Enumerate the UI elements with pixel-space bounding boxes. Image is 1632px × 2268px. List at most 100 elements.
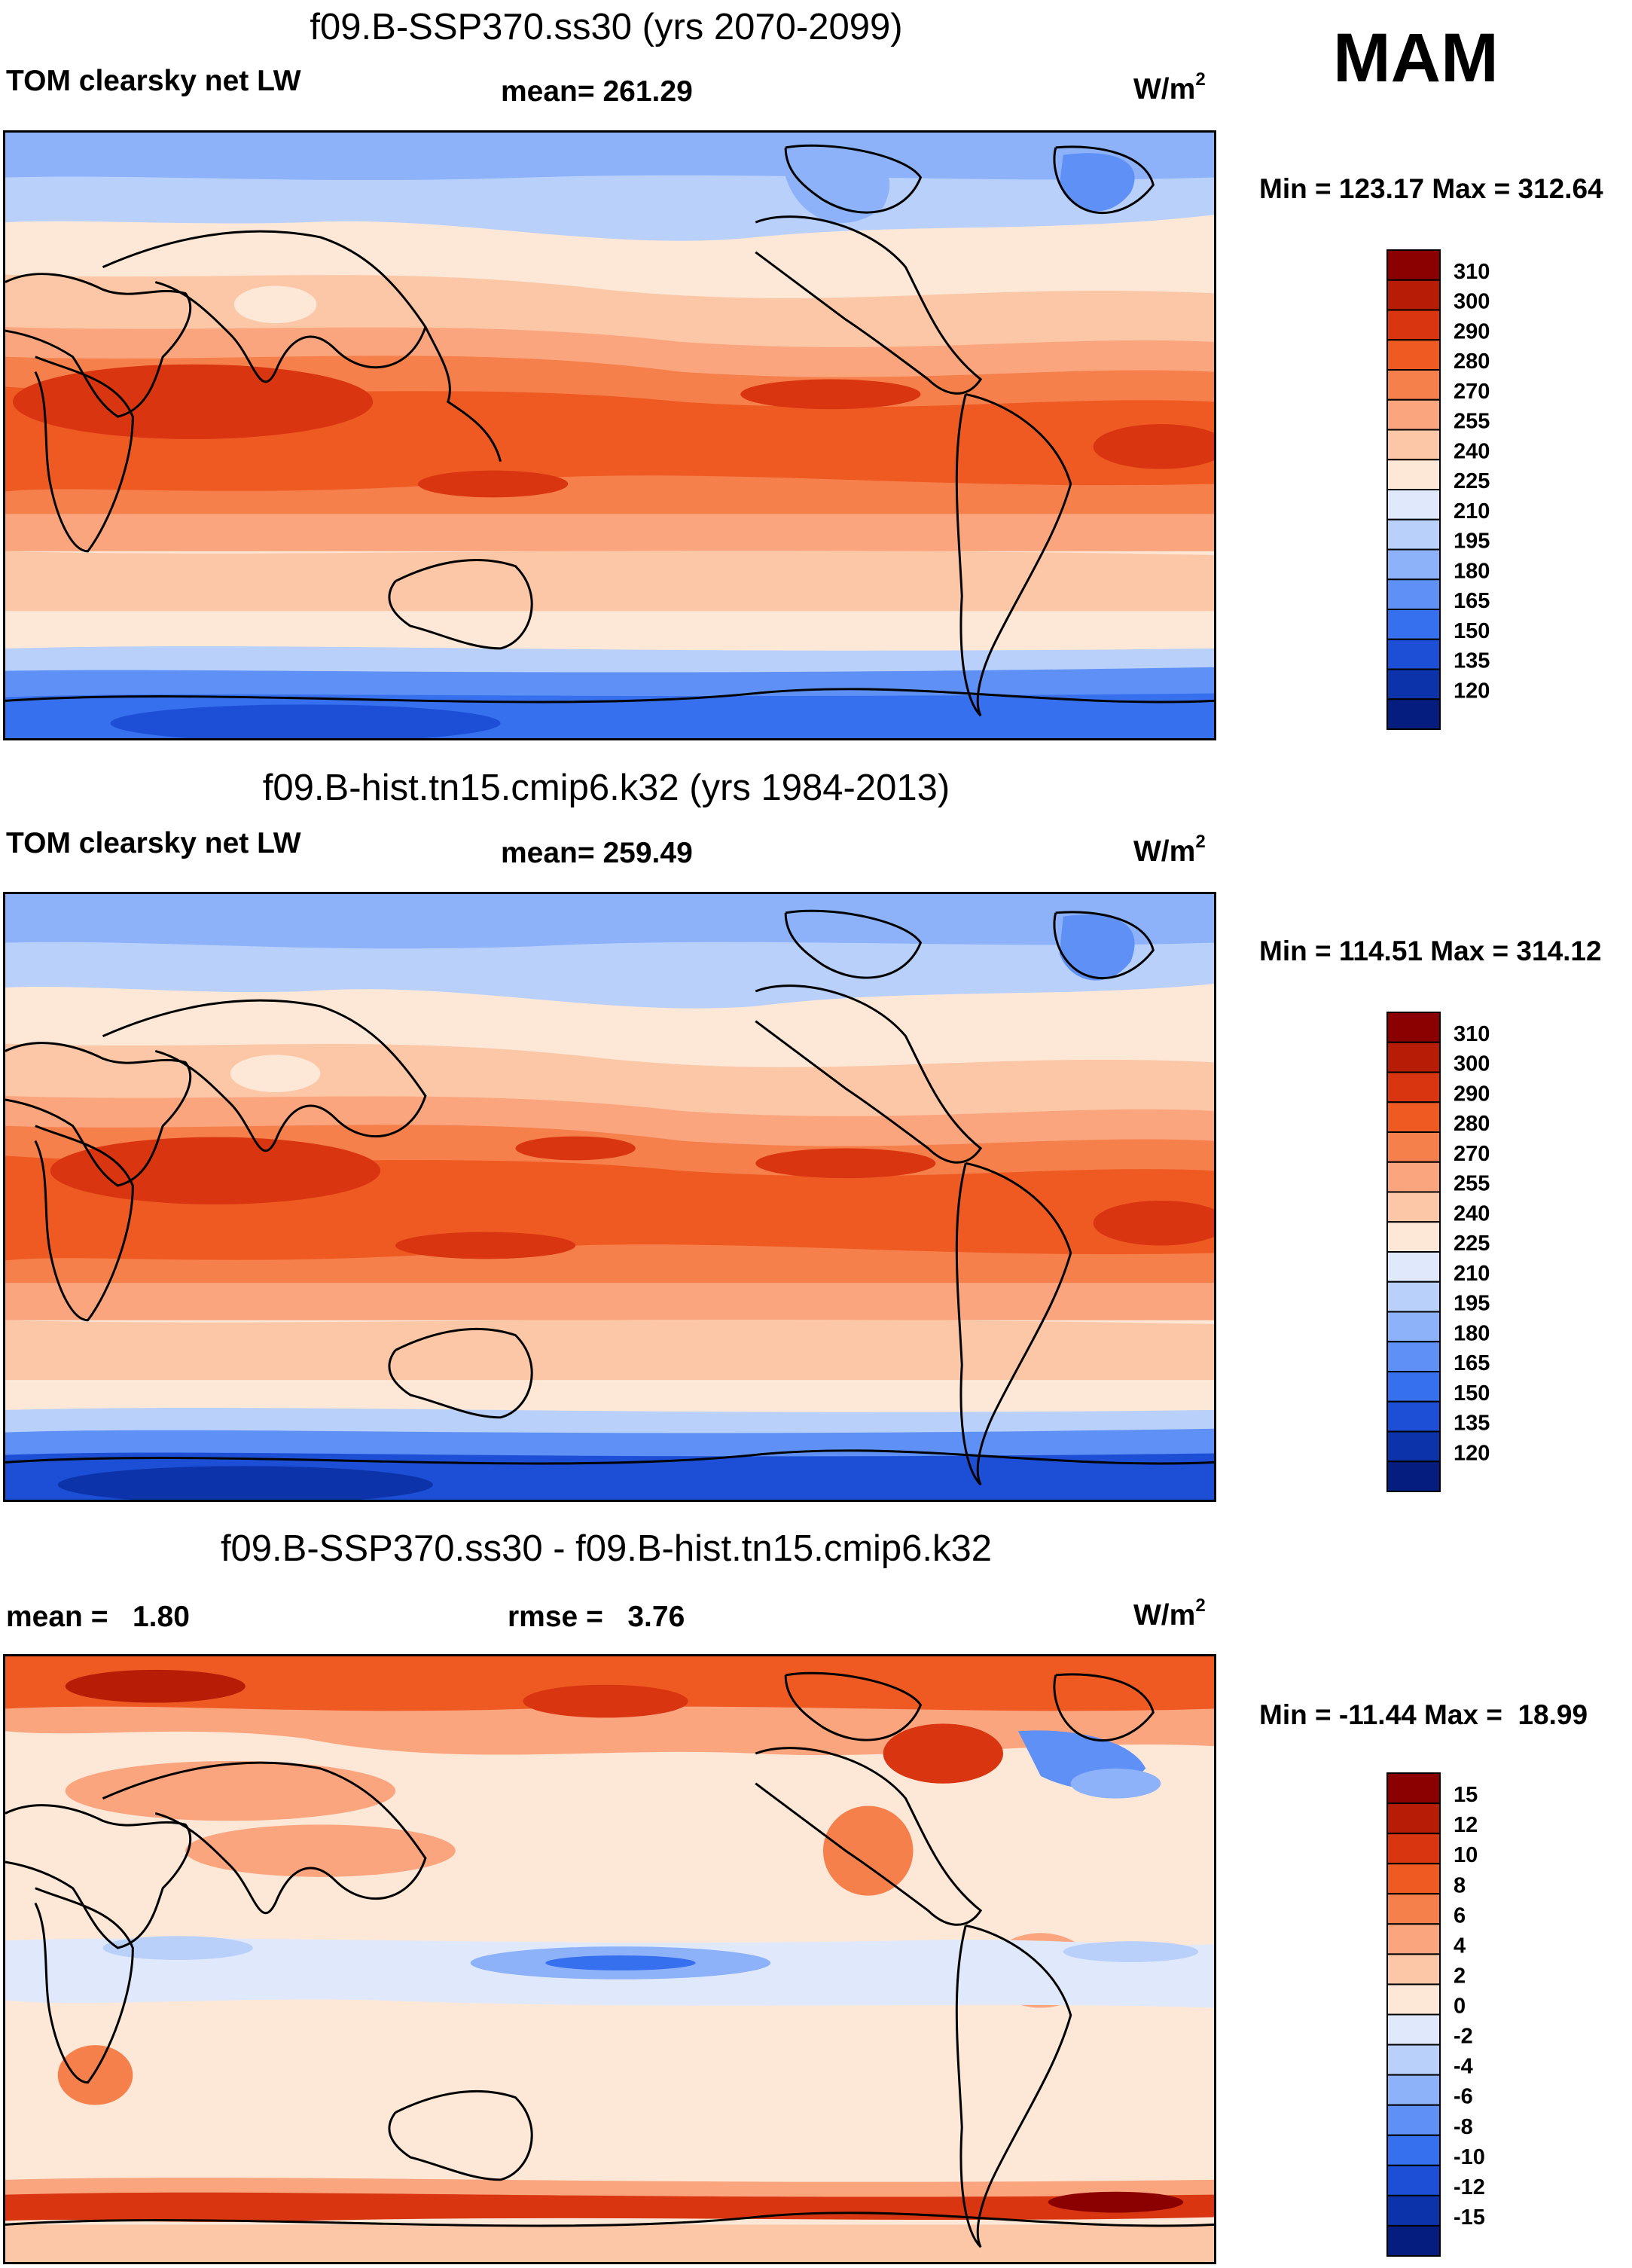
panel-2-colorbar: 310 300 290 280 270 255 240 225 210 195 180 165 150 1… [1386,1011,1521,1493]
colorbar-tick-label: 210 [1454,1262,1490,1286]
colorbar-tick-label: 195 [1454,530,1490,554]
colorbar-tick-label: 2 [1454,1964,1466,1988]
colorbar-tick-label: 225 [1454,469,1490,493]
colorbar-swatch [1387,400,1440,430]
colorbar-swatch [1387,639,1440,670]
colorbar-tick-label: 4 [1454,1934,1466,1958]
colorbar-swatch [1387,520,1440,550]
colorbar-tick-label: -12 [1454,2175,1485,2199]
panel-2-variable-label: TOM clearsky net LW [6,827,301,860]
colorbar-swatch [1387,1924,1440,1954]
colorbar-swatch [1387,1042,1440,1073]
colorbar-tick-label: 120 [1454,1441,1490,1465]
colorbar-tick-label: -6 [1454,2085,1473,2109]
colorbar-tick-label: 180 [1454,559,1490,583]
colorbar-tick-label: 280 [1454,350,1490,374]
colorbar-swatch [1387,1222,1440,1252]
colorbar-tick-label: 255 [1454,1172,1490,1196]
colorbar-swatch [1387,1312,1440,1342]
colorbar-tick-label: 280 [1454,1112,1490,1136]
panel-2-title: f09.B-hist.tn15.cmip6.k32 (yrs 1984-2013… [0,767,1213,809]
colorbar-tick-label: 270 [1454,380,1490,404]
panel-2-minmax: Min = 114.51 Max = 314.12 [1259,936,1602,967]
colorbar-swatch [1387,1102,1440,1132]
colorbar-swatch [1387,490,1440,520]
colorbar-swatch [1387,579,1440,609]
colorbar-tick-label: -4 [1454,2055,1473,2079]
colorbar-swatch [1387,310,1440,340]
colorbar-tick-label: 6 [1454,1903,1466,1928]
panel-1-map [3,130,1216,740]
colorbar-tick-label: 150 [1454,1381,1490,1406]
colorbar-swatch [1387,1342,1440,1372]
colorbar-swatch [1387,1954,1440,1984]
colorbar-swatch [1387,1432,1440,1462]
panel-3-rmse-label: rmse = 3.76 [508,1601,685,1634]
colorbar-swatch [1387,550,1440,580]
colorbar-swatch [1387,1803,1440,1833]
panel-1-minmax: Min = 123.17 Max = 312.64 [1259,173,1603,205]
colorbar-swatch [1387,2166,1440,2196]
panel-3-mean-label: mean = 1.80 [6,1601,190,1634]
colorbar-swatch [1387,699,1440,729]
colorbar-tick-label: 300 [1454,290,1490,314]
colorbar-tick-label: 0 [1454,1995,1466,2019]
panel-1-variable-label: TOM clearsky net LW [6,65,301,98]
colorbar-tick-label: 15 [1454,1783,1478,1807]
panel-2-map [3,892,1216,1502]
colorbar-swatch [1387,2196,1440,2226]
colorbar-tick-label: 165 [1454,1351,1490,1375]
colorbar-swatch [1387,609,1440,639]
colorbar-swatch [1387,1252,1440,1282]
colorbar-tick-label: 8 [1454,1873,1466,1897]
colorbar-swatch [1387,280,1440,310]
colorbar-tick-label: 300 [1454,1052,1490,1076]
colorbar-swatch [1387,370,1440,400]
panel-2-mean-label: mean= 259.49 [501,837,693,870]
colorbar-tick-label: 210 [1454,499,1490,524]
colorbar-tick-label: 255 [1454,410,1490,434]
colorbar-swatch [1387,1984,1440,2014]
colorbar-swatch [1387,1461,1440,1491]
colorbar-tick-label: 165 [1454,589,1490,613]
panel-3-minmax: Min = -11.44 Max = 18.99 [1259,1699,1588,1731]
colorbar-swatch [1387,250,1440,280]
panel-3-map [3,1654,1216,2264]
colorbar-tick-label: 135 [1454,1412,1490,1436]
colorbar-swatch [1387,1012,1440,1042]
colorbar-swatch [1387,1894,1440,1924]
colorbar-swatch [1387,1372,1440,1402]
colorbar-tick-label: 290 [1454,319,1490,343]
colorbar-swatch [1387,1132,1440,1162]
panel-1-colorbar: 310 300 290 280 270 255 240 225 210 195 180 165 150 1… [1386,249,1521,731]
colorbar-swatch [1387,340,1440,370]
colorbar-tick-label: -2 [1454,2025,1473,2049]
colorbar-tick-label: 135 [1454,649,1490,673]
colorbar-swatch [1387,1162,1440,1192]
colorbar-swatch [1387,430,1440,460]
colorbar-tick-label: -10 [1454,2145,1485,2169]
colorbar-swatch [1387,1833,1440,1864]
colorbar-swatch [1387,1073,1440,1103]
colorbar-tick-label: 180 [1454,1321,1490,1345]
colorbar-swatch [1387,1864,1440,1894]
colorbar-tick-label: 240 [1454,1201,1490,1226]
colorbar-tick-label: 150 [1454,619,1490,643]
colorbar-tick-label: 195 [1454,1292,1490,1316]
colorbar-tick-label: 290 [1454,1082,1490,1106]
panel-3-title: f09.B-SSP370.ss30 - f09.B-hist.tn15.cmip… [0,1528,1213,1570]
colorbar-swatch [1387,2075,1440,2105]
colorbar-swatch [1387,2105,1440,2135]
colorbar-swatch [1387,670,1440,700]
panel-1-units: W/m2 [1133,69,1206,106]
colorbar-swatch [1387,1192,1440,1223]
panel-2-units: W/m2 [1133,832,1206,868]
colorbar-swatch [1387,1402,1440,1432]
colorbar-tick-label: 225 [1454,1232,1490,1256]
colorbar-swatch [1387,1282,1440,1312]
colorbar-swatch [1387,1773,1440,1803]
colorbar-swatch [1387,2226,1440,2256]
colorbar-swatch [1387,2045,1440,2075]
colorbar-swatch [1387,2015,1440,2045]
colorbar-swatch [1387,459,1440,490]
